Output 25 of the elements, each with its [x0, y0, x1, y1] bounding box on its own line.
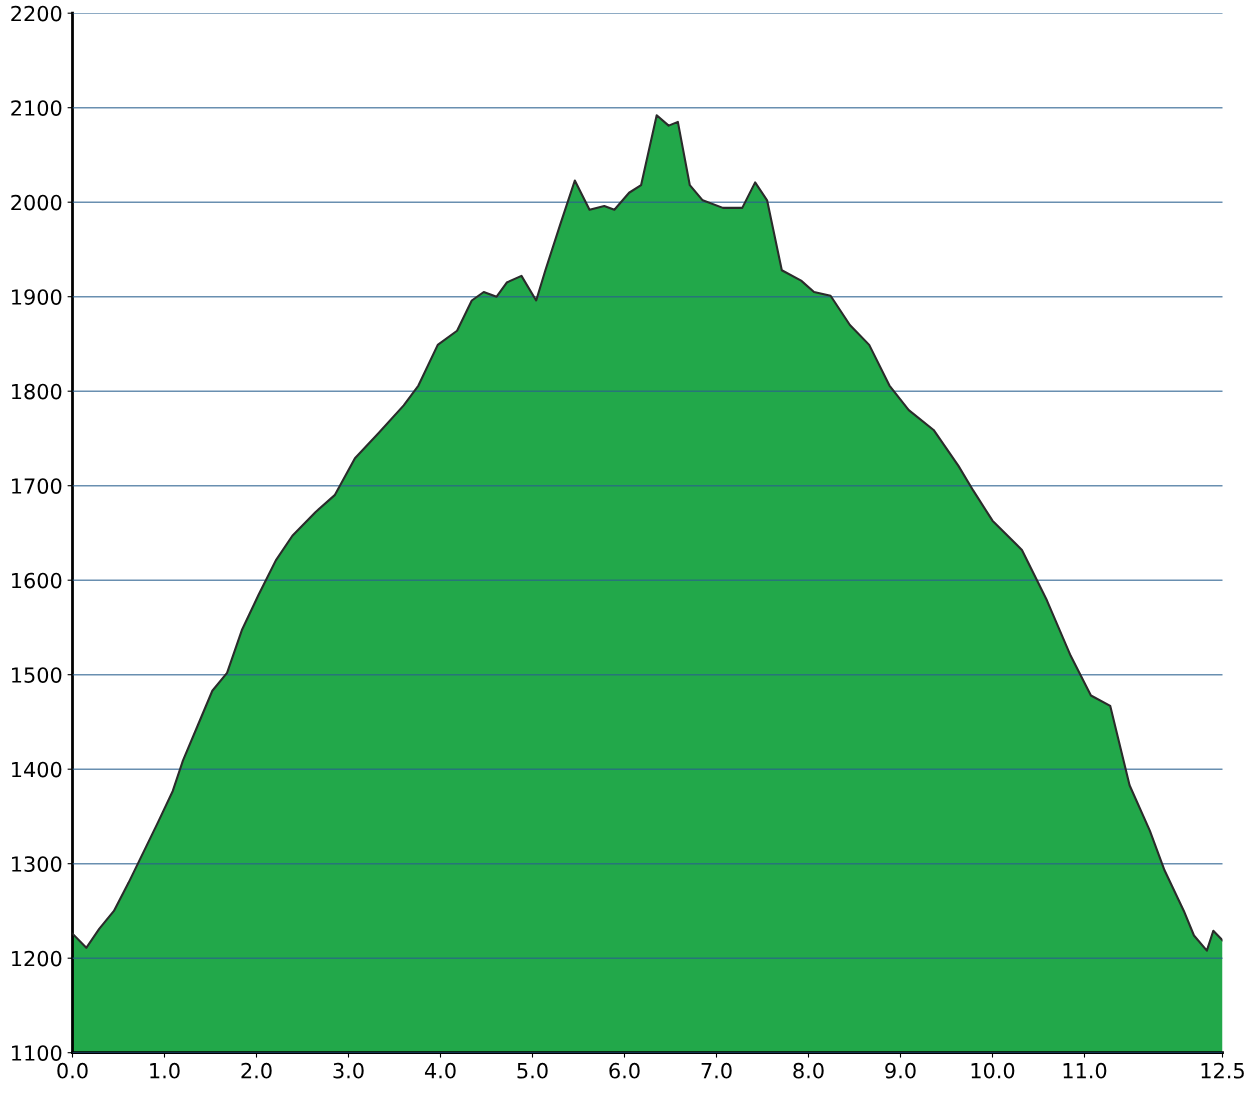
y-tick-label: 1500 — [12, 667, 62, 683]
x-tick-label: 6.0 — [609, 1062, 640, 1079]
x-tick-label: 1.0 — [150, 1062, 180, 1079]
x-tick-label: 8.0 — [793, 1062, 824, 1079]
y-tick-label: 2100 — [11, 100, 62, 116]
y-tick-label: 1200 — [12, 950, 62, 967]
y-tick-label: 1900 — [12, 289, 62, 305]
y-tick-label: 1400 — [12, 761, 62, 778]
y-tick-label: 1600 — [12, 572, 62, 589]
x-tick-label: 12.5 — [1201, 1062, 1244, 1079]
y-tick-label: 1100 — [12, 1045, 62, 1061]
x-tick-label: 3.0 — [333, 1062, 364, 1079]
x-tick-label: 10.0 — [971, 1062, 1015, 1079]
y-tick-label: 1300 — [12, 856, 62, 872]
x-tick-label: 2.0 — [241, 1062, 272, 1079]
y-tick-label: 2200 — [11, 5, 62, 22]
x-tick-label: 0.0 — [57, 1062, 88, 1079]
x-tick-label: 7.0 — [701, 1062, 732, 1079]
y-tick-label: 1800 — [12, 383, 62, 400]
y-tick-label: 2000 — [11, 194, 62, 211]
x-tick-label: 9.0 — [885, 1062, 916, 1079]
x-tick-label: 4.0 — [424, 1062, 456, 1079]
x-tick-label: 11.0 — [1063, 1062, 1107, 1079]
y-tick-label: 1700 — [12, 478, 62, 494]
x-tick-label: 5.0 — [517, 1062, 548, 1079]
